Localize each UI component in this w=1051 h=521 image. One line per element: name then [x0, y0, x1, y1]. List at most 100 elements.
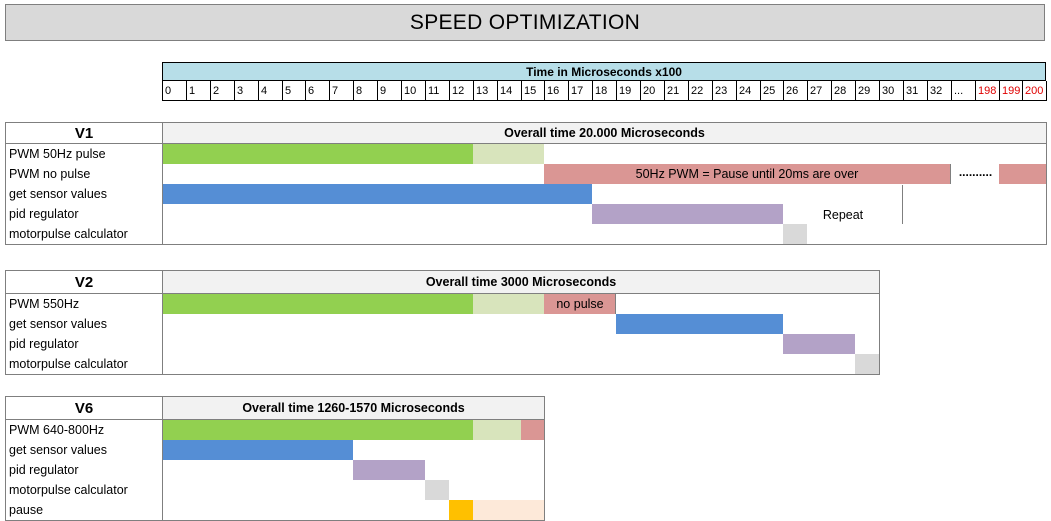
tick-label: ... — [951, 81, 976, 101]
grid-cell — [497, 440, 522, 461]
grid-cell — [521, 204, 545, 225]
grid-cell — [736, 294, 761, 315]
timing-bar-blue — [186, 440, 211, 461]
grid-cell — [162, 314, 187, 335]
grid-cell — [234, 460, 259, 481]
ellipsis-marker: .......... — [952, 164, 999, 184]
tick-label: 10 — [401, 81, 426, 101]
timing-bar-green — [329, 144, 354, 165]
grid-cell — [473, 334, 498, 355]
timing-bar-light_green — [473, 420, 498, 441]
timing-bar-purple — [377, 460, 402, 481]
grid-cell — [688, 144, 713, 165]
timing-bar-blue — [473, 184, 498, 205]
grid-cell — [258, 334, 283, 355]
grid-cell — [353, 480, 378, 501]
grid-cell — [616, 144, 641, 165]
timing-bar-red — [1022, 164, 1047, 185]
timing-bar-green — [377, 144, 402, 165]
grid-cell — [807, 144, 832, 165]
grid-cell — [186, 354, 211, 375]
grid-cell — [664, 294, 689, 315]
timing-bar-blue — [688, 314, 713, 335]
tick-label: 26 — [783, 81, 808, 101]
section-title: V1 — [5, 122, 163, 144]
grid-cell — [521, 164, 545, 185]
timing-bar-gray — [783, 224, 808, 245]
timing-bar-green — [353, 294, 378, 315]
grid-cell — [377, 334, 402, 355]
grid-cell — [401, 164, 426, 185]
grid-cell — [377, 164, 402, 185]
grid-cell — [258, 204, 283, 225]
grid-cell — [831, 224, 856, 245]
timing-bar-green — [162, 420, 187, 441]
timing-bar-green — [258, 294, 283, 315]
tick-label: 15 — [521, 81, 545, 101]
timing-bar-green — [162, 144, 187, 165]
grid-cell — [353, 224, 378, 245]
timing-bar-purple — [353, 460, 378, 481]
grid-cell — [162, 204, 187, 225]
tick-label: 3 — [234, 81, 259, 101]
grid-cell — [521, 480, 545, 501]
grid-cell — [162, 354, 187, 375]
timing-bar-peach — [497, 500, 522, 521]
grid-cell — [855, 144, 880, 165]
grid-cell — [1022, 144, 1047, 165]
timing-bar-blue — [162, 440, 187, 461]
grid-cell — [473, 164, 498, 185]
grid-cell — [258, 480, 283, 501]
timing-bar-purple — [688, 204, 713, 225]
tick-label: 18 — [592, 81, 617, 101]
grid-cell — [234, 500, 259, 521]
tick-label: 12 — [449, 81, 474, 101]
timing-bar-green — [449, 144, 474, 165]
grid-cell — [377, 314, 402, 335]
timing-bar-green — [353, 144, 378, 165]
grid-cell — [258, 354, 283, 375]
grid-cell — [760, 354, 784, 375]
grid-cell — [282, 480, 306, 501]
timing-bar-green — [234, 144, 259, 165]
grid-cell — [282, 204, 306, 225]
timing-bar-purple — [401, 460, 426, 481]
grid-cell — [449, 354, 474, 375]
timing-bar-light_green — [473, 294, 498, 315]
grid-cell — [329, 164, 354, 185]
grid-cell — [258, 460, 283, 481]
tick-label: 28 — [831, 81, 856, 101]
grid-cell — [210, 204, 235, 225]
timing-bar-green — [353, 420, 378, 441]
timing-bar-green — [377, 420, 402, 441]
grid-cell — [353, 314, 378, 335]
grid-cell — [999, 204, 1023, 225]
timing-bar-blue — [497, 184, 522, 205]
tick-label: 9 — [377, 81, 402, 101]
grid-cell — [401, 204, 426, 225]
timing-bar-green — [449, 420, 474, 441]
timing-bar-blue — [282, 440, 306, 461]
grid-cell — [544, 334, 569, 355]
tick-label: 198 — [975, 81, 1000, 101]
grid-cell — [783, 314, 808, 335]
tick-label: 27 — [807, 81, 832, 101]
timing-bar-green — [234, 294, 259, 315]
grid-cell — [449, 460, 474, 481]
timing-bar-light_green — [521, 294, 545, 315]
grid-cell — [951, 224, 976, 245]
grid-cell — [640, 334, 665, 355]
grid-cell — [640, 354, 665, 375]
grid-cell — [234, 204, 259, 225]
grid-cell — [210, 480, 235, 501]
grid-cell — [712, 224, 737, 245]
grid-cell — [353, 334, 378, 355]
grid-cell — [186, 164, 211, 185]
timing-bar-green — [282, 144, 306, 165]
tick-label: 31 — [903, 81, 928, 101]
grid-cell — [234, 354, 259, 375]
overall-time: Overall time 3000 Microseconds — [162, 270, 880, 294]
grid-cell — [521, 354, 545, 375]
row-label: PWM 50Hz pulse — [5, 144, 163, 165]
timing-bar-red — [999, 164, 1023, 185]
